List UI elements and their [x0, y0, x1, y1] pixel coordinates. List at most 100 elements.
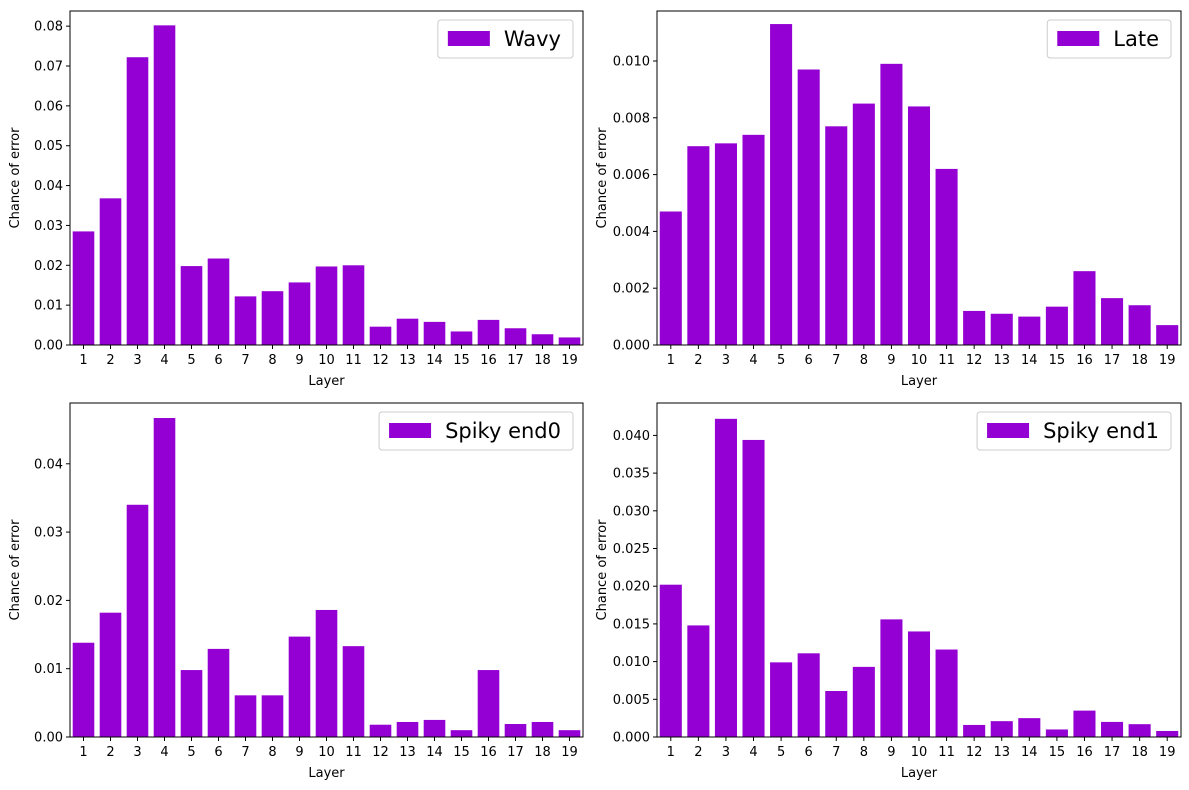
legend-box	[976, 411, 1172, 451]
bar-wavy-layer-3	[126, 57, 149, 345]
x-tick-label: 3	[722, 353, 730, 368]
x-axis-label: Layer	[901, 766, 938, 781]
y-tick-label: 0.03	[34, 526, 63, 541]
x-tick-label: 5	[777, 745, 785, 760]
x-axis-label: Layer	[901, 374, 938, 389]
bar-late-layer-15	[1045, 306, 1068, 345]
bar-spiky-end0-layer-12	[369, 724, 392, 737]
bar-spiky-end1-layer-18	[1128, 724, 1151, 737]
x-tick-label: 14	[1021, 353, 1038, 368]
legend: Spiky end0	[378, 411, 574, 451]
x-tick-label: 4	[749, 353, 757, 368]
bar-spiky-end1-layer-11	[935, 649, 958, 737]
bar-wavy-layer-8	[261, 291, 284, 345]
x-tick-label: 3	[722, 745, 730, 760]
y-tick-label: 0.02	[34, 259, 63, 274]
x-tick-label: 14	[426, 353, 443, 368]
bar-spiky-end1-layer-3	[714, 418, 737, 737]
bar-late-layer-4	[742, 134, 765, 345]
y-axis-label: Chance of error	[595, 519, 610, 621]
bar-spiky-end0-layer-16	[477, 670, 500, 737]
legend-swatch	[389, 423, 432, 438]
y-axis-label: Chance of error	[8, 127, 23, 229]
x-tick-label: 9	[887, 745, 895, 760]
x-tick-label: 14	[426, 745, 443, 760]
bar-wavy-layer-6	[207, 258, 230, 345]
bar-wavy-layer-1	[72, 231, 95, 345]
bar-late-layer-9	[880, 63, 903, 345]
bar-spiky-end0-layer-15	[450, 730, 473, 737]
x-tick-label: 4	[160, 353, 168, 368]
chart-spiky-end0: 0.000.010.020.030.041 2 3 4 5 6 7 8 9 10 11 12 13 14 1…	[8, 402, 584, 781]
bar-spiky-end1-layer-1	[659, 584, 682, 737]
x-tick-label: 13	[993, 353, 1010, 368]
x-tick-label: 18	[1131, 353, 1148, 368]
bar-wavy-layer-7	[234, 296, 257, 345]
x-tick-label: 9	[887, 353, 895, 368]
bar-late-layer-18	[1128, 305, 1151, 345]
x-tick-label: 5	[187, 745, 195, 760]
x-tick-label: 3	[133, 353, 141, 368]
bar-late-layer-6	[797, 69, 820, 345]
legend: Late	[1046, 19, 1172, 59]
legend-label: Spiky end1	[1043, 419, 1159, 443]
y-tick-label: 0.01	[34, 299, 63, 314]
y-tick-label: 0.030	[613, 504, 650, 519]
x-tick-label: 13	[399, 353, 416, 368]
y-tick-label: 0.002	[613, 282, 650, 297]
legend-swatch	[447, 31, 490, 46]
bar-spiky-end1-layer-5	[770, 662, 793, 737]
x-tick-label: 7	[832, 745, 840, 760]
bar-wavy-layer-4	[153, 25, 176, 345]
bar-spiky-end0-layer-1	[72, 642, 95, 737]
bar-spiky-end0-layer-3	[126, 504, 149, 737]
x-tick-label: 12	[966, 353, 983, 368]
legend-swatch	[987, 423, 1030, 438]
bar-spiky-end1-layer-19	[1156, 730, 1179, 737]
bar-wavy-layer-12	[369, 326, 392, 345]
x-tick-label: 10	[318, 745, 335, 760]
x-tick-label: 2	[694, 745, 702, 760]
x-tick-label: 3	[133, 745, 141, 760]
bar-spiky-end1-layer-10	[907, 631, 931, 737]
x-tick-label: 5	[187, 353, 195, 368]
x-tick-label: 9	[295, 745, 303, 760]
bar-wavy-layer-15	[450, 331, 473, 345]
x-tick-label: 6	[805, 353, 813, 368]
y-tick-label: 0.000	[613, 731, 650, 746]
bar-spiky-end1-layer-2	[687, 625, 710, 737]
x-tick-label: 1	[79, 745, 87, 760]
x-tick-label: 19	[561, 353, 578, 368]
x-tick-label: 18	[534, 353, 551, 368]
bar-wavy-layer-13	[396, 318, 419, 345]
x-tick-label: 13	[399, 745, 416, 760]
bar-wavy-layer-10	[315, 266, 338, 345]
bar-wavy-layer-17	[504, 328, 527, 345]
bar-wavy-layer-9	[288, 282, 311, 345]
y-tick-label: 0.004	[613, 225, 650, 240]
x-tick-label: 7	[241, 745, 249, 760]
bar-spiky-end0-layer-19	[558, 730, 581, 737]
bar-wavy-layer-14	[423, 321, 446, 345]
x-tick-label: 19	[1159, 745, 1176, 760]
bar-spiky-end0-layer-18	[531, 721, 554, 737]
bar-spiky-end1-layer-4	[742, 439, 765, 737]
x-tick-label: 15	[1049, 745, 1066, 760]
y-tick-label: 0.015	[613, 617, 650, 632]
y-tick-label: 0.06	[34, 99, 63, 114]
y-tick-label: 0.07	[34, 60, 63, 75]
y-tick-label: 0.01	[34, 662, 63, 677]
bar-spiky-end1-layer-9	[880, 619, 903, 737]
bar-spiky-end0-layer-9	[288, 636, 311, 737]
legend-box	[437, 19, 574, 59]
x-tick-label: 8	[268, 353, 276, 368]
bar-wavy-layer-5	[180, 266, 203, 345]
x-tick-label: 8	[268, 745, 276, 760]
x-tick-label: 19	[1159, 353, 1176, 368]
x-tick-label: 6	[214, 745, 222, 760]
bar-late-layer-12	[963, 310, 986, 345]
x-tick-label: 1	[667, 745, 675, 760]
bar-wavy-layer-2	[99, 198, 122, 345]
legend-label: Spiky end0	[445, 419, 561, 443]
x-tick-label: 15	[453, 745, 470, 760]
